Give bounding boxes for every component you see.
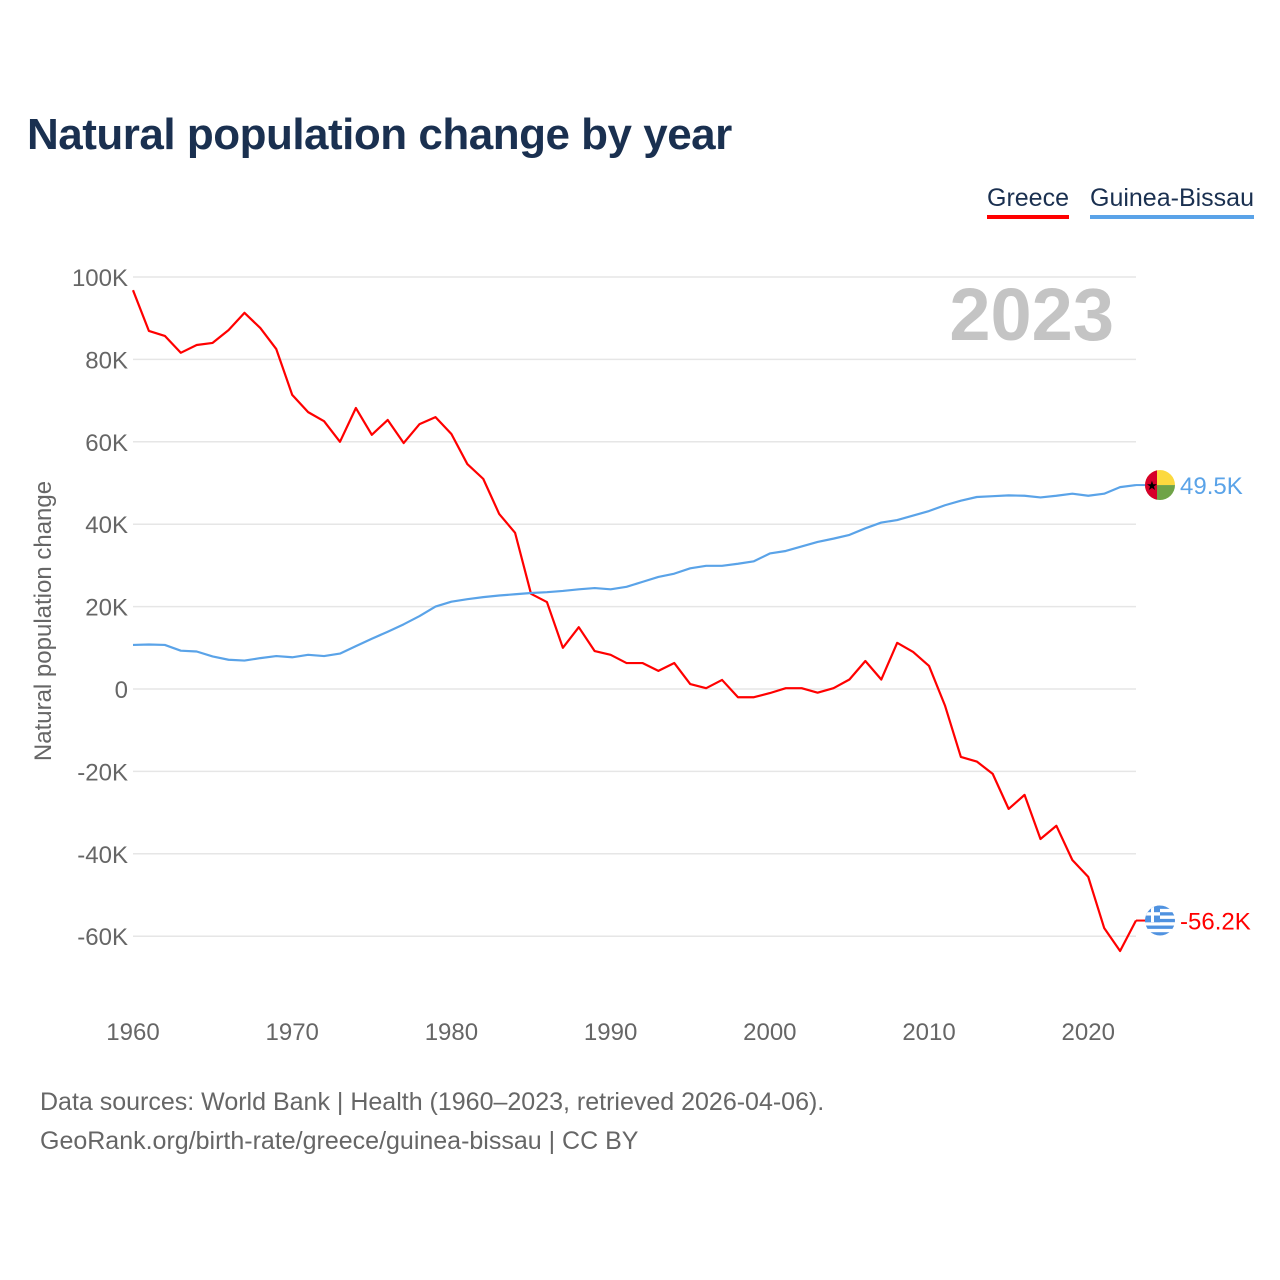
x-tick-label: 1990 — [584, 1019, 637, 1046]
y-tick-label: 100K — [72, 265, 128, 292]
svg-text:★: ★ — [1146, 478, 1158, 493]
footer-link[interactable]: GeoRank.org/birth-rate/greece/guinea-bis… — [40, 1127, 639, 1155]
guinea-bissau-flag-icon: ★ — [1145, 470, 1175, 501]
x-tick-label: 1980 — [425, 1019, 478, 1046]
x-tick-label: 1960 — [106, 1019, 159, 1046]
y-tick-label: 60K — [85, 430, 128, 457]
legend-item-guinea-bissau[interactable]: Guinea-Bissau — [1090, 184, 1254, 219]
footer-sources: Data sources: World Bank | Health (1960–… — [40, 1088, 825, 1116]
y-tick-label: 40K — [85, 512, 128, 539]
end-value-label: -56.2K — [1180, 909, 1251, 936]
greece-flag-icon — [1145, 905, 1175, 936]
y-tick-label: 20K — [85, 595, 128, 622]
x-tick-label: 2020 — [1062, 1019, 1115, 1046]
y-tick-label: 80K — [85, 347, 128, 374]
x-tick-label: 2010 — [902, 1019, 955, 1046]
legend-item-greece[interactable]: Greece — [987, 184, 1069, 219]
y-tick-label: -40K — [77, 842, 128, 869]
x-tick-label: 1970 — [266, 1019, 319, 1046]
series-line-guinea-bissau[interactable] — [132, 483, 1137, 662]
y-tick-label: 0 — [115, 677, 128, 704]
year-label: 2023 — [949, 273, 1114, 356]
series-line-greece[interactable] — [131, 289, 1137, 953]
x-tick-label: 2000 — [743, 1019, 796, 1046]
y-tick-label: -60K — [77, 924, 128, 951]
y-axis-label: Natural population change — [30, 481, 57, 761]
y-tick-label: -20K — [77, 759, 128, 786]
chart-title: Natural population change by year — [27, 110, 732, 159]
end-value-label: 49.5K — [1180, 473, 1243, 500]
